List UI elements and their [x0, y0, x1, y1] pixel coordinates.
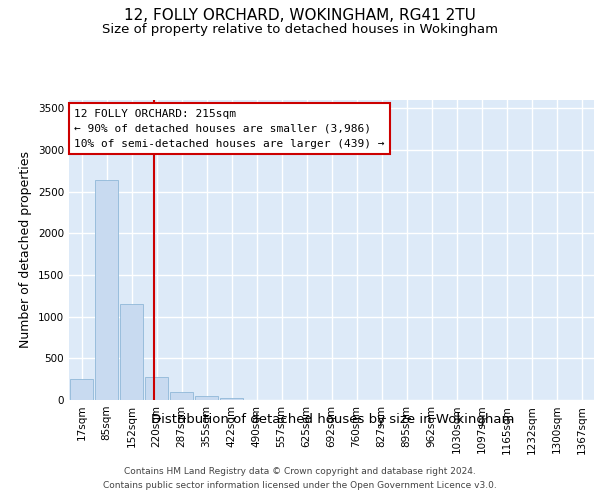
Text: Distribution of detached houses by size in Wokingham: Distribution of detached houses by size …: [151, 412, 515, 426]
Text: 12 FOLLY ORCHARD: 215sqm
← 90% of detached houses are smaller (3,986)
10% of sem: 12 FOLLY ORCHARD: 215sqm ← 90% of detach…: [74, 109, 385, 148]
Text: 12, FOLLY ORCHARD, WOKINGHAM, RG41 2TU: 12, FOLLY ORCHARD, WOKINGHAM, RG41 2TU: [124, 8, 476, 22]
Y-axis label: Number of detached properties: Number of detached properties: [19, 152, 32, 348]
Bar: [220, 398, 244, 400]
Bar: [145, 377, 169, 400]
Text: Size of property relative to detached houses in Wokingham: Size of property relative to detached ho…: [102, 22, 498, 36]
Bar: [170, 392, 193, 400]
Text: Contains public sector information licensed under the Open Government Licence v3: Contains public sector information licen…: [103, 481, 497, 490]
Bar: [95, 180, 118, 400]
Bar: [194, 396, 218, 400]
Bar: [119, 304, 143, 400]
Bar: [70, 380, 94, 400]
Text: Contains HM Land Registry data © Crown copyright and database right 2024.: Contains HM Land Registry data © Crown c…: [124, 468, 476, 476]
